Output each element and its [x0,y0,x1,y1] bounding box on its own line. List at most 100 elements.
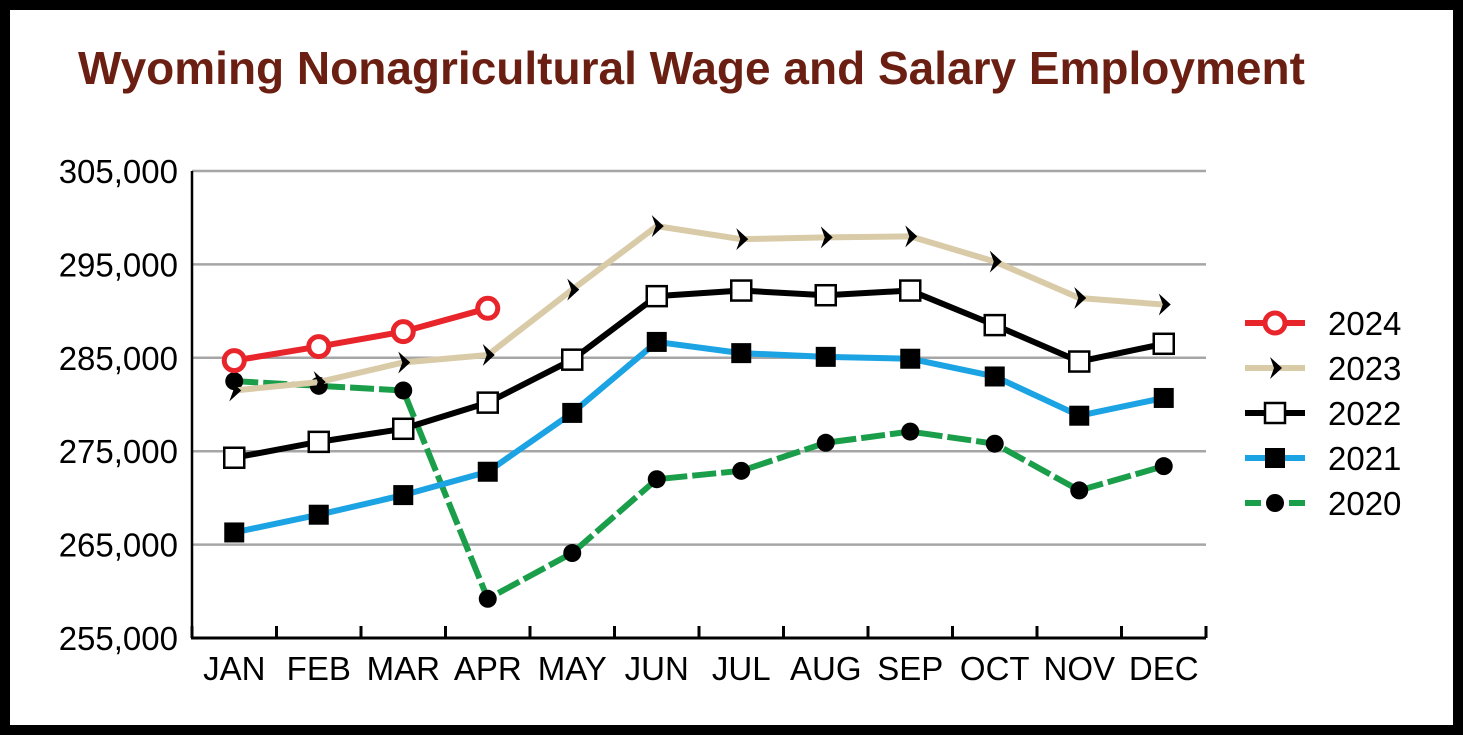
data-point [313,371,326,394]
x-tick-label: SEP [877,650,943,687]
legend-label: 2023 [1328,350,1401,387]
data-point [900,348,921,369]
series-2020 [225,372,1173,608]
x-tick-label: NOV [1043,650,1115,687]
data-point [225,372,244,391]
y-tick-label: 295,000 [59,246,178,283]
data-point [820,226,833,249]
y-tick-label: 275,000 [59,433,178,470]
data-point [306,334,332,360]
data-point [307,430,330,454]
data-point [985,434,1004,453]
data-point [476,391,499,414]
data-point [475,295,501,321]
data-point [984,366,1005,387]
y-tick-label: 285,000 [59,340,178,377]
data-point [983,313,1006,337]
y-tick-labels: 305,000 295,000 285,000 275,000 265,000 255,0… [59,153,178,657]
legend-marker [1262,310,1288,336]
series-2021 [224,331,1174,543]
data-point [1154,457,1173,476]
x-tick-label: FEB [287,650,351,687]
data-point [392,417,415,441]
line-chart: Wyoming Nonagricultural Wage and Salary … [59,42,1402,687]
data-point [901,422,920,441]
data-point [224,522,245,543]
data-point [905,225,918,248]
data-point [1153,387,1174,408]
axes [190,171,1208,640]
data-point [730,279,753,302]
data-point [731,343,752,364]
chart-title: Wyoming Nonagricultural Wage and Salary … [78,42,1305,94]
series-2022 [223,279,1175,469]
data-point [1074,287,1087,310]
series-line-2020 [234,378,1165,602]
data-point [1158,293,1171,316]
data-point [1070,481,1089,500]
data-point [563,544,582,563]
legend-item-2023: 2023 [1245,350,1401,387]
legend-item-2022: 2022 [1245,395,1401,432]
x-tick-label: DEC [1129,650,1199,687]
legend-item-2021: 2021 [1245,440,1401,477]
data-point [815,346,836,367]
data-point [221,348,247,374]
data-point [308,504,329,525]
series-line-2022 [233,287,1165,461]
data-point [394,381,413,400]
legend-label: 2020 [1328,485,1401,522]
legend: 2024 2023 2022 2021 2020 [1245,305,1401,522]
data-point [814,283,837,307]
x-tick-labels: JAN FEB MAR APR MAY JUN JUL AUG SEP OCT NOV DEC [203,650,1199,687]
data-point [561,348,584,371]
data-point [1068,350,1091,373]
x-tick-label: APR [454,650,522,687]
x-tick-label: OCT [960,650,1030,687]
x-tick-label: JUL [712,650,771,687]
y-tick-label: 255,000 [59,620,178,657]
x-tick-label: JAN [203,650,265,687]
data-point [229,379,242,402]
x-tick-label: MAR [367,650,440,687]
legend-marker [1265,448,1285,468]
data-point [482,343,495,366]
data-point [478,589,497,608]
series-2023 [229,215,1171,402]
legend-marker [1263,401,1287,425]
data-point [647,470,666,489]
data-point [899,279,922,302]
legend-label: 2021 [1328,440,1401,477]
data-point [477,461,498,482]
series-2024 [221,295,501,374]
data-point [1152,332,1175,356]
data-point [1069,405,1090,426]
data-point [989,250,1002,273]
series-layer [221,215,1175,608]
y-tick-label: 305,000 [59,153,178,190]
legend-marker [1266,494,1284,512]
data-point [562,402,583,423]
data-point [223,446,246,469]
legend-item-2024: 2024 [1245,305,1401,342]
data-point [393,485,414,506]
data-point [645,284,668,308]
data-point [732,461,751,480]
series-line-2024 [233,305,489,364]
x-tick-label: JUN [625,650,689,687]
series-line-2023 [233,223,1164,394]
y-tick-label: 265,000 [59,527,178,564]
legend-item-2020: 2020 [1245,485,1401,522]
legend-label: 2022 [1328,395,1401,432]
chart-frame: Wyoming Nonagricultural Wage and Salary … [10,10,1453,725]
data-point [567,278,580,301]
data-point [736,228,749,251]
data-point [651,215,664,238]
x-tick-label: MAY [538,650,607,687]
legend-marker [1270,357,1282,379]
data-point [816,433,835,452]
series-line-2021 [233,338,1165,536]
gridlines [192,169,1206,546]
data-point [646,331,667,352]
x-tick-label: AUG [790,650,862,687]
